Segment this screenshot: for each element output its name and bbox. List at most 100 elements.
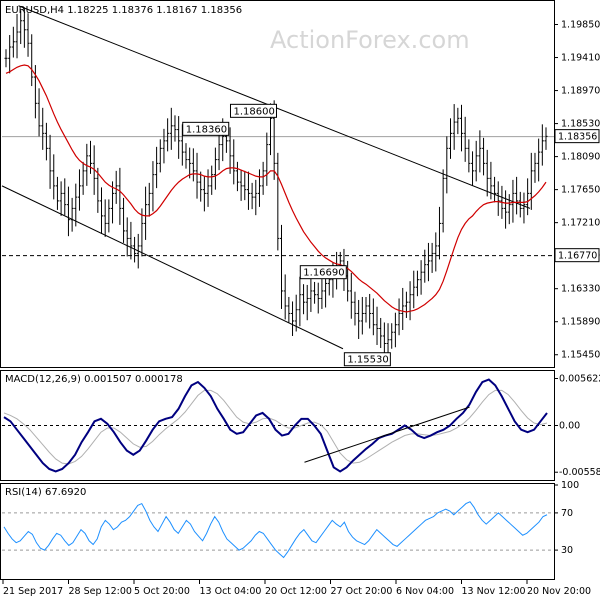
price-bar xyxy=(15,14,19,59)
time-tick-label: 5 Oct 20:00 xyxy=(134,586,190,597)
price-tick-label: 1.19850 xyxy=(561,20,600,31)
price-bar xyxy=(257,169,261,207)
price-bar xyxy=(379,317,383,348)
price-bar xyxy=(118,167,122,225)
price-bar xyxy=(276,152,280,251)
macd-label: MACD(12,26,9) 0.001507 0.000178 xyxy=(5,374,183,385)
price-bar xyxy=(426,242,430,282)
price-bar xyxy=(522,192,526,224)
price-bar xyxy=(493,176,497,203)
price-bar xyxy=(474,140,478,182)
price-bar xyxy=(368,293,372,329)
price-bar xyxy=(471,151,475,186)
price-bar xyxy=(463,116,467,162)
price-bar xyxy=(460,104,464,152)
price-bar xyxy=(529,152,533,210)
price-bar xyxy=(155,146,159,189)
price-bar xyxy=(349,272,353,319)
price-bar xyxy=(526,178,530,216)
price-bar xyxy=(280,224,284,309)
price-bar xyxy=(540,124,544,166)
price-bar xyxy=(177,116,181,159)
price-bar xyxy=(309,274,313,312)
macd-layer xyxy=(2,378,554,473)
price-bar xyxy=(390,323,394,349)
price-bar xyxy=(467,139,471,173)
price-bar xyxy=(100,187,104,234)
price-tick-label: 1.18970 xyxy=(561,86,600,97)
price-bar xyxy=(129,221,133,260)
rsi-tick-label: 70 xyxy=(561,508,573,519)
price-bar xyxy=(239,170,243,201)
price-bar xyxy=(144,186,148,240)
price-tick-label: 1.15450 xyxy=(561,350,600,361)
price-bar xyxy=(452,104,456,150)
price-bar xyxy=(22,7,26,48)
price-bar xyxy=(294,294,298,332)
chart-header: EURUSD,H4 1.18225 1.18376 1.18167 1.1835… xyxy=(5,5,242,16)
price-bar xyxy=(213,147,217,190)
macd-line xyxy=(3,378,548,473)
price-bar xyxy=(419,260,423,295)
price-bar xyxy=(302,284,306,315)
price-bar xyxy=(482,137,486,176)
price-bar xyxy=(44,122,48,161)
price-bar xyxy=(77,169,81,211)
price-bar xyxy=(191,148,195,182)
price-tick-label: 1.18090 xyxy=(561,152,600,163)
price-annotation-box xyxy=(229,103,277,118)
price-bar xyxy=(360,296,364,335)
price-bar xyxy=(423,249,427,283)
price-bar xyxy=(59,181,63,216)
time-tick-label: 6 Nov 04:00 xyxy=(396,586,454,597)
time-tick-label: 28 Sep 12:00 xyxy=(69,586,132,597)
price-annotation: 1.18600 xyxy=(233,106,274,117)
macd-tick-label: -0.005588 xyxy=(559,467,600,478)
price-bar xyxy=(114,170,118,204)
price-bar xyxy=(85,143,89,186)
price-bar xyxy=(478,130,482,173)
price-bar xyxy=(496,181,500,216)
price-bar xyxy=(88,140,92,174)
macd-signal-line xyxy=(3,389,548,465)
price-bar xyxy=(11,26,15,58)
price-annotation-box xyxy=(182,121,230,136)
price-bar xyxy=(250,182,254,210)
price-annotation: 1.16690 xyxy=(303,268,344,279)
price-bar xyxy=(184,143,188,169)
price-bar xyxy=(456,107,460,135)
price-bar xyxy=(291,301,295,336)
price-bar xyxy=(393,312,397,348)
time-tick-label: 20 Oct 12:00 xyxy=(265,586,327,597)
price-tick-label: 1.17210 xyxy=(561,218,600,229)
price-bar xyxy=(166,118,170,152)
time-tick-label: 21 Sep 2017 xyxy=(3,586,63,597)
price-bar xyxy=(533,152,537,183)
price-bar xyxy=(283,274,287,320)
price-bar xyxy=(48,134,52,189)
rsi-tick-label: 30 xyxy=(561,545,573,556)
price-bar xyxy=(206,169,210,207)
price-bar xyxy=(515,176,519,215)
price-bar xyxy=(386,323,390,357)
price-bar xyxy=(151,161,155,212)
price-bar xyxy=(313,281,317,304)
price-tick-label: 1.19410 xyxy=(561,53,600,64)
price-bar xyxy=(8,35,12,74)
price-bar xyxy=(136,233,140,269)
price-bar xyxy=(173,115,177,142)
price-bar xyxy=(103,199,107,237)
price-bar xyxy=(437,206,441,260)
price-bar xyxy=(169,107,173,150)
price-bar xyxy=(298,276,302,327)
price-bar xyxy=(404,291,408,318)
time-tick-label: 20 Nov 20:00 xyxy=(527,586,591,597)
price-bar xyxy=(261,161,265,195)
price-bar xyxy=(243,170,247,201)
price-bar xyxy=(235,161,239,192)
price-bar xyxy=(63,178,67,216)
channel-lower xyxy=(1,185,344,350)
rsi-layer xyxy=(2,501,554,559)
price-annotation-box xyxy=(299,265,347,280)
